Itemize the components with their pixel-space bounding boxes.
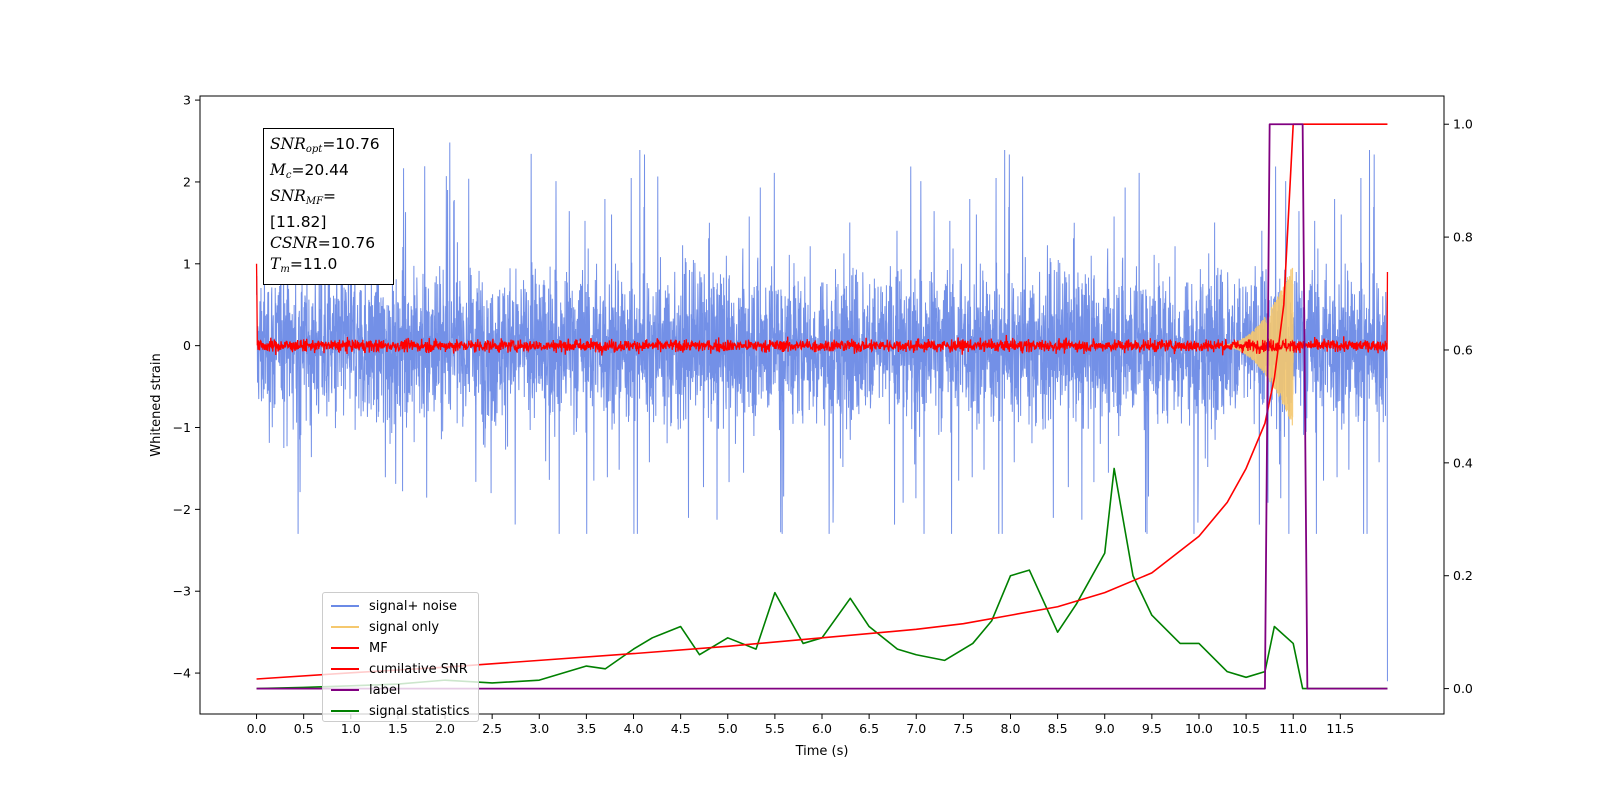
y-left-tick-label: −4 <box>173 666 191 681</box>
x-tick-label: 7.5 <box>953 721 973 736</box>
x-tick-label: 8.0 <box>1001 721 1021 736</box>
series-layer <box>255 123 1389 690</box>
y-right-tick-label: 0.6 <box>1453 342 1473 357</box>
x-tick-label: 7.0 <box>906 721 926 736</box>
series-signal-statistics <box>256 467 1388 690</box>
x-tick-label: 11.5 <box>1326 721 1354 736</box>
y-left-tick-label: 0 <box>183 338 191 353</box>
y-left-tick-label: 1 <box>183 256 191 271</box>
series-cumulative-snr <box>256 123 1388 680</box>
legend-item-mf: MF <box>331 638 388 658</box>
legend-swatch-signal-only <box>331 626 359 628</box>
y-right-tick-label: 0.2 <box>1453 568 1473 583</box>
legend-swatch-label <box>331 689 359 691</box>
x-tick-label: 3.5 <box>576 721 596 736</box>
x-tick-label: 9.0 <box>1095 721 1115 736</box>
series-mf <box>255 263 1389 356</box>
legend-swatch-mf <box>331 647 359 649</box>
x-tick-label: 6.0 <box>812 721 832 736</box>
y-right-tick-label: 1.0 <box>1453 117 1473 132</box>
x-tick-label: 9.5 <box>1142 721 1162 736</box>
y-left-tick-label: 2 <box>183 174 191 189</box>
annotation-snr-opt: SNRopt=10.76 <box>270 135 380 155</box>
legend-label: signal only <box>369 619 440 635</box>
annotation-snr-mf: SNRMF=[11.82] <box>270 187 337 231</box>
y-right-tick-label: 0.4 <box>1453 455 1473 470</box>
x-tick-label: 1.5 <box>388 721 408 736</box>
legend-item-cumulative-snr: cumilative SNR <box>331 659 468 679</box>
annotation-csnr: CSNR=10.76 <box>270 234 376 252</box>
legend-label: cumilative SNR <box>369 661 468 677</box>
x-tick-label: 10.5 <box>1232 721 1260 736</box>
legend-label: label <box>369 682 401 698</box>
stats-annotation: SNRopt=10.76 Mc=20.44 SNRMF=[11.82] CSNR… <box>263 128 394 285</box>
y-axis-title: Whitened strain <box>149 353 164 456</box>
y-right-tick-label: 0.0 <box>1453 681 1473 696</box>
y-left-tick-label: 3 <box>183 93 191 108</box>
legend-item-label: label <box>331 680 400 700</box>
x-axis: 0.0 0.5 1.0 1.5 2.0 2.5 3.0 3.5 4.0 4.5 5.0 5.5 6.0 6… <box>247 714 1354 736</box>
series-label <box>256 123 1388 690</box>
y-left-tick-label: −3 <box>173 584 191 599</box>
x-tick-label: 5.5 <box>765 721 785 736</box>
legend-swatch-signal-noise <box>331 605 359 607</box>
legend-item-signal-noise: signal+ noise <box>331 596 457 616</box>
legend-swatch-signal-statistics <box>331 710 359 712</box>
y-right-tick-label: 0.8 <box>1453 230 1473 245</box>
legend-item-signal-statistics: signal statistics <box>331 701 470 721</box>
x-tick-label: 1.0 <box>341 721 361 736</box>
y-left-tick-label: −2 <box>173 502 191 517</box>
x-tick-label: 8.5 <box>1048 721 1068 736</box>
x-tick-label: 4.5 <box>671 721 691 736</box>
annotation-tm: Tm=11.0 <box>270 255 338 275</box>
legend-label: MF <box>369 640 388 656</box>
y-left-tick-label: −1 <box>173 420 191 435</box>
annotation-mc: Mc=20.44 <box>270 161 349 181</box>
legend: signal+ noise signal only MF cumilative … <box>322 592 479 722</box>
legend-item-signal-only: signal only <box>331 617 439 637</box>
legend-swatch-cumulative-snr <box>331 668 359 670</box>
x-tick-label: 0.0 <box>247 721 267 736</box>
x-axis-title: Time (s) <box>795 744 849 759</box>
x-tick-label: 2.0 <box>435 721 455 736</box>
x-tick-label: 4.0 <box>624 721 644 736</box>
y-axis-right: 1.0 0.8 0.6 0.4 0.2 0.0 <box>1444 117 1473 696</box>
x-tick-label: 0.5 <box>294 721 314 736</box>
y-axis-left: 3 2 1 0 −1 −2 −3 −4 <box>173 93 200 681</box>
x-tick-label: 5.0 <box>718 721 738 736</box>
x-tick-label: 6.5 <box>859 721 879 736</box>
x-tick-label: 10.0 <box>1185 721 1213 736</box>
x-tick-label: 3.0 <box>529 721 549 736</box>
legend-label: signal statistics <box>369 703 470 719</box>
x-tick-label: 11.0 <box>1279 721 1307 736</box>
x-tick-label: 2.5 <box>482 721 502 736</box>
legend-label: signal+ noise <box>369 598 458 614</box>
